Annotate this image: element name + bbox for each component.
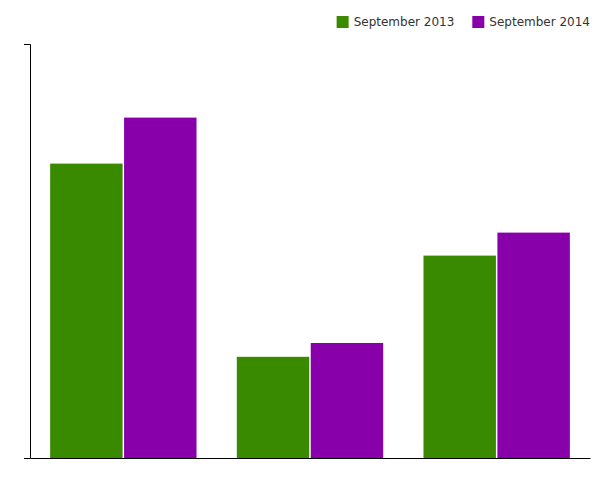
bar — [50, 164, 122, 458]
legend: September 2013 September 2014 — [337, 15, 590, 29]
bar-series — [50, 164, 496, 458]
bar — [497, 233, 569, 458]
x-axis — [31, 458, 591, 460]
legend-label: September 2014 — [489, 15, 590, 29]
x-axis-line — [31, 458, 591, 459]
bar — [124, 118, 196, 458]
legend-label: September 2013 — [354, 15, 455, 29]
legend-item: September 2013 — [337, 15, 455, 29]
bar-series — [124, 118, 570, 458]
bars — [50, 118, 570, 458]
bar — [311, 343, 383, 458]
y-axis — [24, 45, 31, 459]
plot — [24, 45, 591, 459]
bar — [423, 256, 495, 458]
legend-swatch — [472, 16, 484, 28]
chart: September 2013 September 2014 — [0, 0, 610, 488]
y-axis-line — [24, 45, 31, 459]
bar — [237, 357, 309, 458]
legend-swatch — [337, 16, 349, 28]
legend-item: September 2014 — [472, 15, 590, 29]
